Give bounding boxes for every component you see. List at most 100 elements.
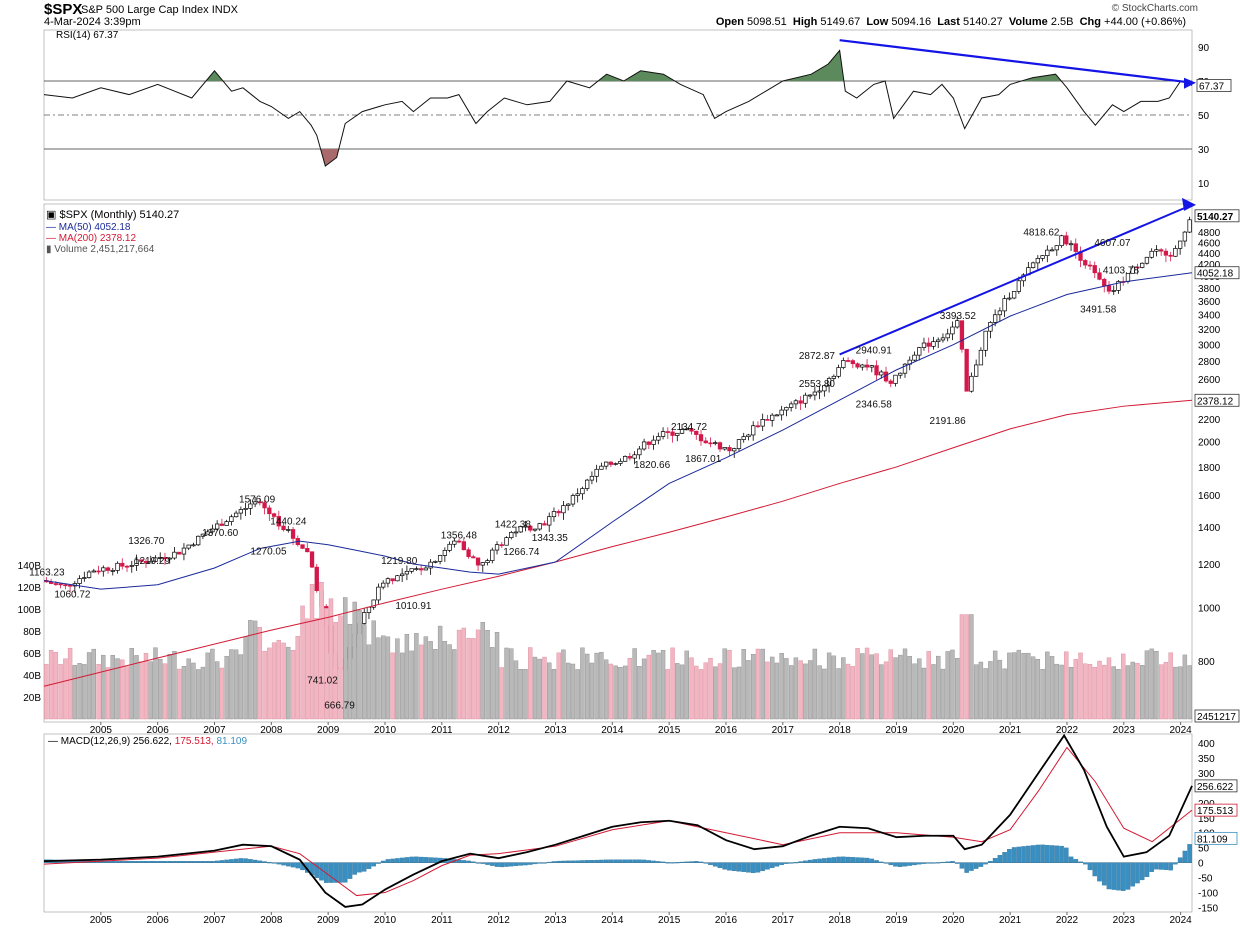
x-axis-label: 2013 <box>544 915 567 926</box>
macd-hist-bar <box>860 857 865 863</box>
volume-bar <box>1040 669 1045 720</box>
volume-bar <box>969 614 974 720</box>
candle-body <box>770 414 775 421</box>
volume-bar <box>1002 668 1007 720</box>
volume-tick-label: 40B <box>23 671 41 682</box>
volume-bar <box>774 662 780 720</box>
volume-bar <box>874 653 879 720</box>
price-tick-label: 3600 <box>1198 297 1221 308</box>
candle-body <box>485 560 490 563</box>
candle-body <box>936 339 941 342</box>
volume-bar <box>769 656 775 720</box>
volume-bar <box>888 649 893 720</box>
candle-body <box>153 557 158 562</box>
volume-bar <box>632 648 637 720</box>
volume-bar <box>158 658 163 720</box>
candle-body <box>1173 248 1178 257</box>
volume-bar <box>1021 653 1026 720</box>
x-axis-label: 2015 <box>658 915 681 926</box>
volume-bar <box>537 658 542 720</box>
volume-bar <box>603 659 609 720</box>
macd-hist-bar <box>935 862 941 864</box>
volume-bar <box>148 661 153 720</box>
macd-hist-bar <box>366 862 372 869</box>
x-axis-label: 2018 <box>829 915 852 926</box>
candle-body <box>898 372 903 376</box>
volume-bar <box>475 629 481 720</box>
macd-hist-bar <box>954 862 960 864</box>
x-axis-label: 2024 <box>1170 915 1193 926</box>
macd-hist-bar <box>689 861 694 863</box>
volume-bar <box>551 668 557 720</box>
macd-line <box>43 733 1193 908</box>
macd-hist-bar <box>262 861 267 863</box>
candle-body <box>205 531 210 535</box>
candle-body <box>727 447 732 452</box>
macd-hist-bar <box>338 862 343 883</box>
price-tick-label: 1800 <box>1198 463 1221 474</box>
candle-body <box>1154 249 1159 252</box>
macd-hist-bar <box>1187 844 1192 863</box>
candle-body <box>760 419 765 427</box>
price-value-box <box>1194 266 1240 280</box>
macd-hist-bar <box>551 861 557 863</box>
macd-hist-bar <box>148 860 154 863</box>
x-axis-label: 2022 <box>1056 915 1079 926</box>
candle-body <box>694 430 699 435</box>
macd-hist-bar <box>1092 862 1098 877</box>
candle-body <box>537 523 542 530</box>
price-annotation: 2940.91 <box>856 345 893 356</box>
candle-body <box>964 348 969 392</box>
price-annotation: 1820.66 <box>634 460 671 471</box>
volume-bar <box>428 641 433 720</box>
macd-hist-bar <box>1087 862 1093 871</box>
macd-hist-bar <box>176 860 182 863</box>
candle-body <box>186 544 191 549</box>
candle-body <box>400 573 405 577</box>
macd-hist-bar <box>926 862 932 864</box>
volume-bar <box>1016 649 1022 720</box>
volume-bar <box>347 623 353 720</box>
price-annotation: 1219.29 <box>134 556 171 567</box>
rsi-current-box <box>1196 79 1232 92</box>
volume-bar <box>1083 663 1088 720</box>
macd-legend: — MACD(12,26,9) 256.622, 175.513, 81.109 <box>48 736 247 747</box>
macd-hist-bar <box>456 859 462 863</box>
volume-bar <box>1073 659 1078 720</box>
high-label: High <box>792 16 818 28</box>
macd-hist-bar <box>527 862 533 865</box>
macd-hist-bar <box>380 860 386 863</box>
volume-bar <box>793 657 799 720</box>
low-value: 5094.16 <box>891 16 932 28</box>
volume-bar <box>1182 654 1188 720</box>
price-tick-label: 1400 <box>1198 523 1221 534</box>
candle-body <box>456 540 462 543</box>
volume-bar <box>82 664 87 720</box>
x-axis-label: 2009 <box>317 725 340 736</box>
volume-tick-label: 140B <box>18 561 42 572</box>
volume-bar <box>826 652 832 720</box>
volume-bar <box>286 646 291 720</box>
candle-body <box>1159 249 1164 252</box>
volume-bar <box>276 639 282 720</box>
macd-hist-bar <box>731 862 737 872</box>
candle-body <box>556 511 561 514</box>
macd-hist-bar <box>608 859 614 863</box>
macd-hist-bar <box>1035 844 1041 863</box>
volume-bar <box>898 654 903 720</box>
volume-bar <box>513 660 519 720</box>
volume-bar <box>822 668 827 720</box>
candle-body <box>177 551 182 555</box>
macd-hist-bar <box>703 862 709 864</box>
rsi-tick-label: 10 <box>1198 179 1210 190</box>
candle-body <box>902 363 908 374</box>
candle-body <box>447 543 452 551</box>
price-tick-label: 4600 <box>1198 238 1221 249</box>
volume-bar <box>1158 664 1164 720</box>
macd-hist-bar <box>803 860 808 863</box>
candle-body <box>532 528 538 531</box>
candle-body <box>551 511 557 518</box>
macd-legend-macd: 256.622, <box>133 736 175 747</box>
macd-hist-bar <box>750 862 756 874</box>
candle-body <box>224 521 229 526</box>
